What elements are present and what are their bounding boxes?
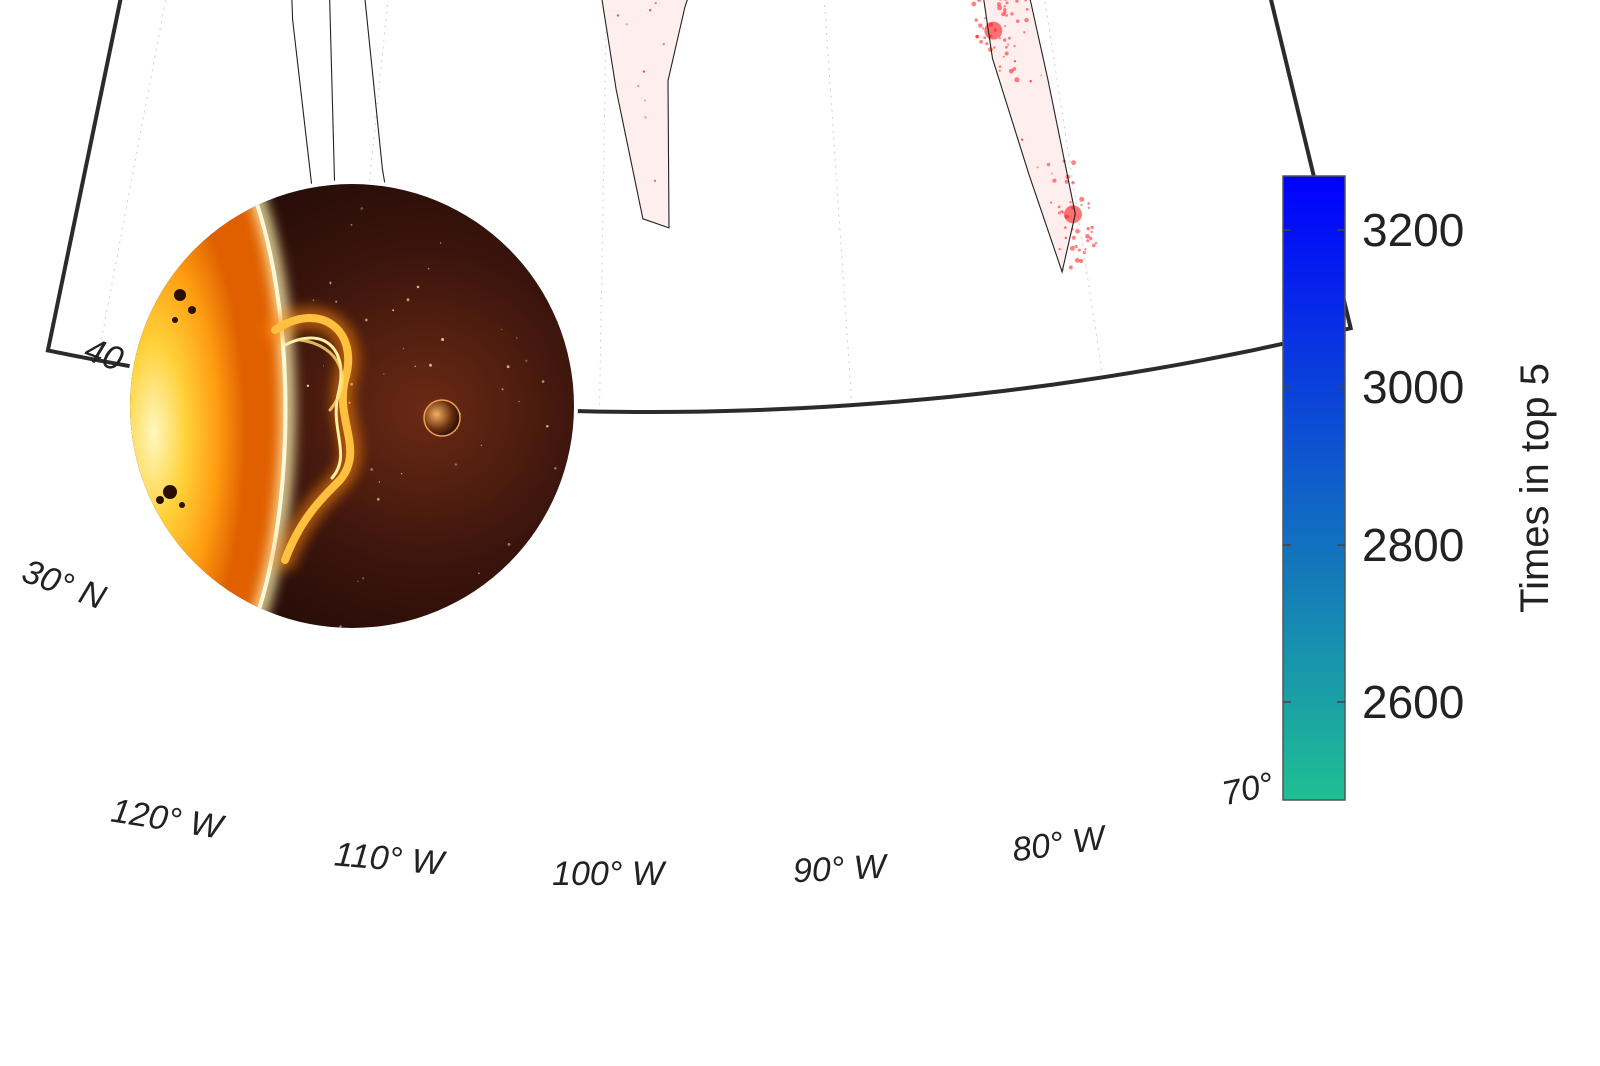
longitude-label: 80° W	[1010, 818, 1110, 869]
colorbar-tick-label: 2800	[1362, 519, 1464, 571]
colorbar-ticks: 3200 3000 2800 2600	[1283, 204, 1464, 728]
coastline	[268, 0, 1076, 274]
population-density-points	[616, 0, 1098, 271]
colorbar-gradient	[1282, 175, 1346, 801]
colorbar-tick-label: 2600	[1362, 676, 1464, 728]
sunspots	[156, 289, 196, 508]
latitude-labels: 30° N40	[17, 330, 128, 617]
latitude-label: 30° N	[17, 552, 111, 617]
colorbar-label: Times in top 5	[1513, 363, 1557, 613]
longitude-label: 120° W	[108, 792, 227, 847]
longitude-label: 100° W	[552, 855, 667, 893]
colorbar-tick-label: 3000	[1362, 361, 1464, 413]
longitude-label: 110° W	[333, 835, 448, 883]
colorbar-tick-label: 3200	[1362, 204, 1464, 256]
solar-prominence	[264, 307, 362, 571]
longitude-label: 90° W	[792, 847, 890, 890]
planet	[423, 399, 461, 437]
colorbar: 3200 3000 2800 2600 Times in top 5	[1282, 175, 1557, 801]
longitude-label: 70°	[1219, 765, 1277, 813]
longitude-labels: 120° W 110° W 100° W 90° W 80° W 70°	[108, 765, 1276, 893]
sun-planet-inset	[126, 180, 578, 632]
mexico-coastline	[283, 0, 453, 412]
sun-limb	[246, 184, 288, 628]
